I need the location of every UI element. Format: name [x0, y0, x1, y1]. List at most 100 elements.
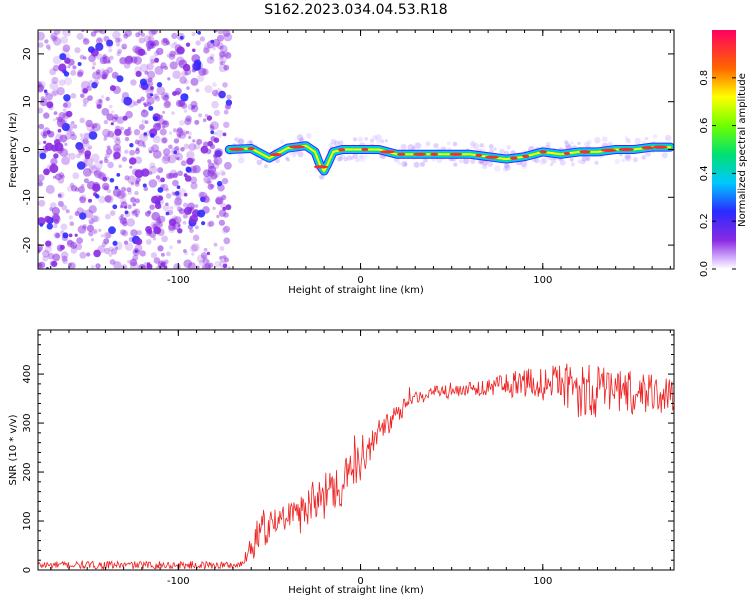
noise-blob	[121, 186, 127, 192]
noise-blob	[156, 47, 164, 56]
noise-blob	[38, 123, 45, 130]
colorbar-tick-label: 0.0	[699, 261, 710, 277]
noise-blob	[154, 122, 162, 130]
noise-blob	[170, 206, 174, 210]
y-tick-label: -10	[22, 189, 33, 205]
noise-blob	[190, 176, 198, 184]
noise-blob	[93, 170, 99, 176]
noise-blob	[224, 161, 232, 170]
noise-blob	[154, 194, 162, 203]
noise-blob	[134, 190, 139, 196]
noise-blob	[126, 99, 136, 108]
noise-blob	[165, 188, 169, 192]
noise-blob	[64, 111, 69, 116]
noise-blob	[65, 110, 73, 118]
noise-blob	[60, 147, 65, 152]
noise-blob	[187, 202, 196, 211]
halo-blob	[264, 164, 268, 169]
halo-blob	[521, 164, 527, 170]
noise-blob	[130, 197, 137, 203]
noise-blob	[80, 146, 84, 150]
noise-blob	[198, 259, 205, 266]
noise-blob	[45, 240, 52, 247]
noise-blob	[99, 71, 108, 80]
halo-blob	[415, 142, 422, 150]
noise-blob	[162, 148, 171, 156]
signal-hotspot	[379, 150, 396, 154]
noise-blob	[203, 176, 211, 184]
noise-blob	[44, 39, 49, 44]
noise-blob	[103, 238, 110, 245]
noise-blob	[110, 122, 114, 126]
noise-blob	[46, 223, 53, 230]
halo-blob	[299, 137, 304, 142]
noise-blob	[201, 221, 206, 226]
noise-blob	[98, 195, 106, 204]
noise-blob	[108, 48, 113, 53]
noise-blob	[122, 46, 126, 50]
noise-blob	[191, 105, 196, 110]
noise-blob	[123, 240, 129, 245]
noise-blob	[38, 181, 44, 187]
spectrogram-x-label: Height of straight line (km)	[288, 285, 424, 296]
noise-blob	[154, 221, 163, 230]
noise-blob	[70, 93, 77, 99]
noise-blob	[86, 224, 94, 232]
noise-blob	[116, 75, 124, 83]
halo-blob	[594, 160, 599, 165]
noise-blob	[140, 32, 146, 37]
halo-blob	[299, 137, 305, 143]
noise-blob	[82, 38, 90, 45]
noise-blob	[158, 118, 165, 125]
halo-blob	[570, 141, 575, 145]
noise-blob	[112, 30, 121, 40]
noise-blob	[221, 227, 229, 234]
noise-blob	[102, 128, 111, 138]
noise-blob	[38, 42, 44, 48]
halo-blob	[237, 138, 245, 145]
signal-hotspot	[269, 153, 282, 157]
x-tick-label: 100	[533, 576, 552, 587]
noise-blob	[117, 38, 122, 43]
snr-panel: -100 0 100 0 100 200 300 400 Height of straigh…	[8, 329, 675, 596]
noise-blob	[107, 130, 115, 138]
noise-blob	[161, 155, 171, 164]
noise-blob	[223, 109, 229, 115]
noise-blob	[147, 35, 155, 43]
noise-blob	[96, 69, 101, 74]
noise-blob	[116, 116, 124, 124]
noise-blob	[208, 262, 214, 268]
noise-blob	[67, 65, 71, 69]
noise-blob	[112, 188, 122, 197]
noise-blob	[172, 70, 181, 79]
noise-blob	[202, 169, 211, 178]
noise-blob	[56, 118, 66, 128]
halo-blob	[462, 159, 468, 165]
noise-blob	[157, 245, 164, 252]
snr-y-label: SNR (10 * v/v)	[8, 414, 19, 485]
noise-blob	[63, 101, 72, 109]
signal-hotspot	[313, 165, 329, 169]
noise-blob	[152, 135, 161, 144]
noise-blob	[220, 56, 224, 60]
noise-blob	[58, 247, 63, 253]
noise-blob	[197, 30, 202, 35]
halo-blob	[453, 162, 458, 167]
noise-blob	[144, 85, 154, 95]
noise-blob	[129, 143, 134, 148]
noise-blob	[112, 204, 118, 210]
noise-blob	[79, 117, 85, 124]
noise-blob	[62, 44, 71, 52]
noise-blob	[114, 116, 118, 120]
noise-blob	[138, 37, 145, 44]
noise-blob	[79, 251, 87, 259]
noise-blob	[173, 150, 178, 155]
noise-blob	[173, 263, 181, 269]
halo-blob	[279, 139, 285, 145]
signal-hotspot	[475, 153, 483, 157]
noise-blob	[188, 143, 197, 151]
noise-blob	[50, 32, 58, 40]
halo-blob	[482, 159, 489, 166]
halo-blob	[564, 140, 569, 145]
noise-blob	[121, 96, 128, 104]
